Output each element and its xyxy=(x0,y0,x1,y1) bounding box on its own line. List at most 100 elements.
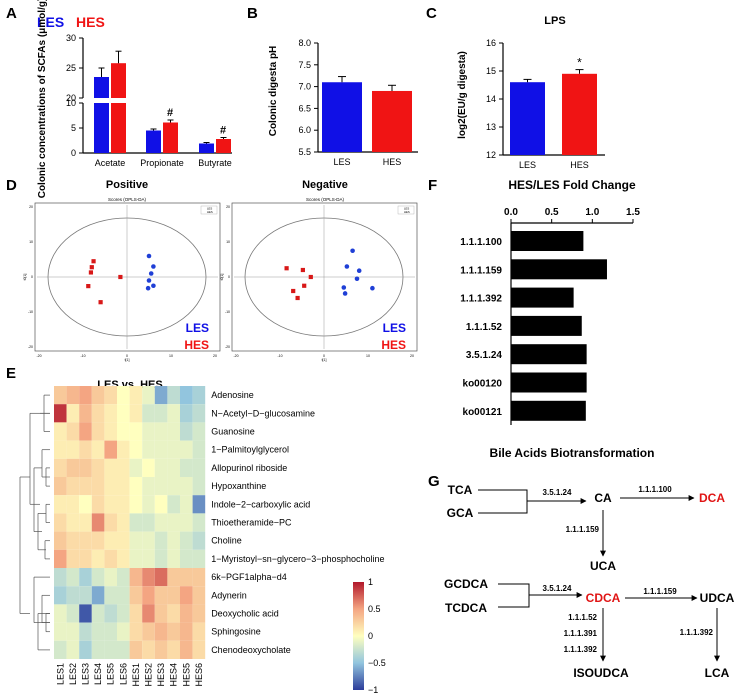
heatmap-cell xyxy=(54,513,67,532)
heatmap-cell xyxy=(66,604,80,623)
x-tick-label-b: LES xyxy=(333,157,350,167)
node-gca: GCA xyxy=(447,506,474,520)
heatmap-row-label: Adenosine xyxy=(211,390,254,400)
heatmap-cell xyxy=(104,404,117,423)
y-tick-label-c: 13 xyxy=(486,122,496,132)
panel-label-d: D xyxy=(6,177,17,194)
heatmap-cell xyxy=(91,586,105,605)
heatmap-row-label: Deoxycholic acid xyxy=(211,609,279,619)
y-tick-label-d: 10 xyxy=(29,240,33,244)
scatter-point-les xyxy=(151,264,156,269)
scatter-point-les xyxy=(148,271,154,276)
heatmap-cell xyxy=(79,422,92,441)
heatmap-cell xyxy=(154,477,168,496)
heatmap-cell xyxy=(192,622,206,641)
y-tick-label-c: 12 xyxy=(486,150,496,160)
heatmap-row-label: Thioetheramide−PC xyxy=(211,518,292,528)
heatmap-cell xyxy=(142,513,155,532)
plot-title-d2: Scores (OPLS-DA) xyxy=(306,197,345,202)
heatmap-cell xyxy=(142,531,155,550)
heatmap-cell xyxy=(129,422,143,441)
heatmap-cell xyxy=(91,549,105,568)
heatmap-cell xyxy=(154,549,168,568)
heatmap-cell xyxy=(91,640,105,659)
heatmap-cell xyxy=(66,568,80,587)
legend-les-d: LES xyxy=(186,321,209,335)
heatmap-cell xyxy=(91,495,105,514)
node-cdca: CDCA xyxy=(586,591,621,605)
heatmap-cell xyxy=(54,604,67,623)
heatmap-cell xyxy=(66,440,80,459)
chart-title-d1: Positive xyxy=(106,179,148,191)
bar-c xyxy=(562,73,597,155)
heatmap-cell xyxy=(142,440,155,459)
y-tick-label-d: -10 xyxy=(225,310,230,314)
heatmap-cell xyxy=(79,622,92,641)
enzyme-1-1-1-100: 1.1.1.100 xyxy=(638,485,672,494)
heatmap-cell xyxy=(167,531,180,550)
y-tick-label-a: 20 xyxy=(66,93,76,103)
scatter-point-hes xyxy=(89,265,94,270)
y-tick-label-f: 1.1.1.159 xyxy=(460,265,502,276)
heatmap-cell xyxy=(91,440,105,459)
colorbar-tick-label: 0.5 xyxy=(368,604,381,614)
y-tick-label-b: 8.0 xyxy=(298,38,311,48)
heatmap-cell xyxy=(54,568,67,587)
y-tick-label-f: ko00121 xyxy=(463,407,503,418)
heatmap-cell xyxy=(129,604,143,623)
heatmap-cell xyxy=(180,531,193,550)
scatter-point-les xyxy=(354,276,360,282)
y-tick-label-d: 20 xyxy=(226,205,230,209)
heatmap-row-label: Choline xyxy=(211,536,242,546)
heatmap-cell xyxy=(104,386,117,405)
heatmap-cell xyxy=(142,404,155,423)
y-tick-label-a: 0 xyxy=(71,148,76,158)
heatmap-cell xyxy=(142,622,155,641)
heatmap-row-label: Indole−2−carboxylic acid xyxy=(211,499,310,509)
heatmap-cell xyxy=(117,622,130,641)
bar-a-upper xyxy=(94,77,109,98)
x-tick-label-c: HES xyxy=(570,160,589,170)
node-dca: DCA xyxy=(699,491,725,505)
heatmap-cell xyxy=(91,422,105,441)
heatmap-cell xyxy=(66,531,80,550)
heatmap-cell xyxy=(79,513,92,532)
heatmap-cell xyxy=(129,386,143,405)
y-tick-label-b: 7.0 xyxy=(298,82,311,92)
heatmap-cell xyxy=(180,458,193,477)
node-isoudca: ISOUDCA xyxy=(573,666,629,680)
heatmap-col-label: LES6 xyxy=(118,663,128,685)
heatmap-cell xyxy=(142,458,155,477)
heatmap-cell xyxy=(66,404,80,423)
y-tick-label-f: 1.1.1.100 xyxy=(460,237,502,248)
y-tick-label-d: 10 xyxy=(226,240,230,244)
heatmap-cell xyxy=(192,513,206,532)
heatmap-cell xyxy=(180,513,193,532)
heatmap-col-label: HES2 xyxy=(144,663,154,687)
x-tick-label-b: HES xyxy=(383,157,402,167)
y-tick-label-d: 20 xyxy=(29,205,33,209)
panel-label-e: E xyxy=(6,365,16,382)
heatmap-cell xyxy=(66,513,80,532)
heatmap-cell xyxy=(142,477,155,496)
heatmap-cell xyxy=(129,640,143,659)
node-udca: UDCA xyxy=(700,591,735,605)
bar-f xyxy=(511,287,574,308)
heatmap-cell xyxy=(192,386,206,405)
heatmap-cell xyxy=(142,568,155,587)
heatmap-cell xyxy=(192,458,206,477)
heatmap-cell xyxy=(104,604,117,623)
heatmap-cell xyxy=(117,640,130,659)
heatmap-cell xyxy=(79,404,92,423)
x-tick-label-d: 0 xyxy=(323,354,325,358)
y-tick-label-c: 15 xyxy=(486,66,496,76)
enzyme-3-5-1-24-a: 3.5.1.24 xyxy=(543,488,572,497)
heatmap-cell xyxy=(117,404,130,423)
heatmap-cell xyxy=(54,458,67,477)
mini-legend-les: LES xyxy=(207,207,212,211)
y-tick-label-b: 6.5 xyxy=(298,103,311,113)
heatmap-col-label: LES3 xyxy=(81,663,91,685)
heatmap-cell xyxy=(91,604,105,623)
heatmap-cell xyxy=(192,495,206,514)
bar-f xyxy=(511,344,587,365)
